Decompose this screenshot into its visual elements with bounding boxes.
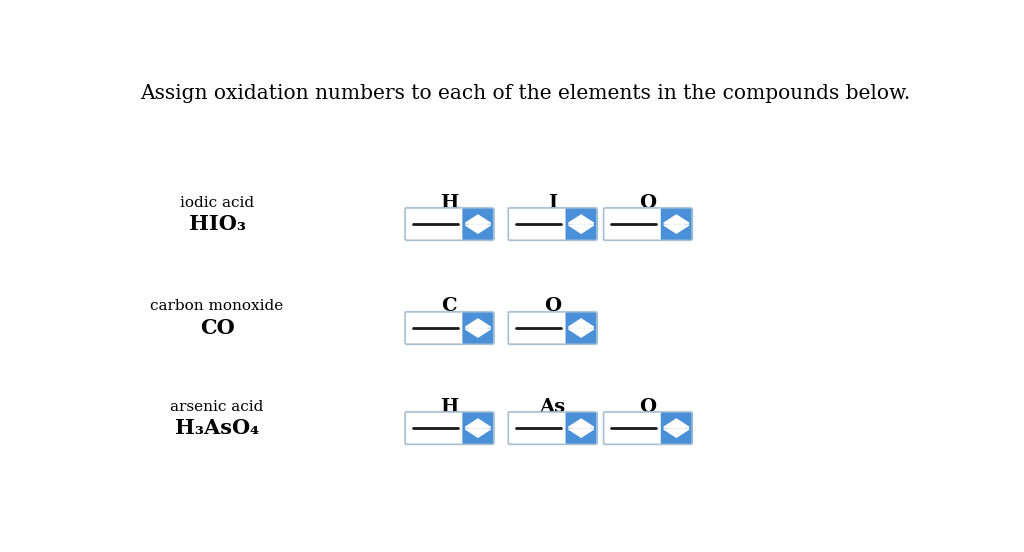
Polygon shape <box>568 215 594 223</box>
Text: As: As <box>540 397 565 416</box>
Polygon shape <box>668 429 685 437</box>
Polygon shape <box>469 429 486 437</box>
FancyBboxPatch shape <box>463 412 495 444</box>
Text: O: O <box>639 397 656 416</box>
Text: H: H <box>440 397 459 416</box>
Text: arsenic acid: arsenic acid <box>170 400 264 413</box>
FancyBboxPatch shape <box>602 207 693 241</box>
FancyBboxPatch shape <box>404 311 495 346</box>
Text: H: H <box>440 194 459 211</box>
Polygon shape <box>572 320 590 327</box>
FancyBboxPatch shape <box>404 411 495 445</box>
Polygon shape <box>568 419 594 427</box>
FancyBboxPatch shape <box>565 208 598 240</box>
FancyBboxPatch shape <box>507 311 598 346</box>
Polygon shape <box>469 420 486 427</box>
FancyBboxPatch shape <box>406 312 466 344</box>
FancyBboxPatch shape <box>508 312 568 344</box>
FancyBboxPatch shape <box>507 411 598 445</box>
Polygon shape <box>572 225 590 232</box>
FancyBboxPatch shape <box>463 312 495 344</box>
Text: Assign oxidation numbers to each of the elements in the compounds below.: Assign oxidation numbers to each of the … <box>139 84 910 103</box>
Polygon shape <box>469 320 486 327</box>
Polygon shape <box>664 225 689 233</box>
Polygon shape <box>664 419 689 427</box>
Text: C: C <box>441 298 458 316</box>
Text: H₃AsO₄: H₃AsO₄ <box>175 418 259 438</box>
Polygon shape <box>465 329 490 337</box>
Polygon shape <box>469 216 486 223</box>
Polygon shape <box>664 215 689 223</box>
Polygon shape <box>469 225 486 232</box>
Polygon shape <box>568 429 594 437</box>
Polygon shape <box>465 225 490 233</box>
Text: iodic acid: iodic acid <box>180 195 254 210</box>
Polygon shape <box>568 319 594 327</box>
Polygon shape <box>668 216 685 223</box>
FancyBboxPatch shape <box>602 411 693 445</box>
FancyBboxPatch shape <box>404 207 495 241</box>
FancyBboxPatch shape <box>603 208 664 240</box>
FancyBboxPatch shape <box>603 412 664 444</box>
Polygon shape <box>465 215 490 223</box>
Text: O: O <box>639 194 656 211</box>
Text: HIO₃: HIO₃ <box>188 214 246 234</box>
FancyBboxPatch shape <box>565 412 598 444</box>
FancyBboxPatch shape <box>406 412 466 444</box>
Polygon shape <box>664 429 689 437</box>
Polygon shape <box>668 225 685 232</box>
Polygon shape <box>572 216 590 223</box>
FancyBboxPatch shape <box>660 412 693 444</box>
Text: O: O <box>544 298 561 316</box>
Text: CO: CO <box>200 318 234 338</box>
Polygon shape <box>572 429 590 437</box>
Polygon shape <box>469 329 486 337</box>
Polygon shape <box>572 420 590 427</box>
FancyBboxPatch shape <box>565 312 598 344</box>
FancyBboxPatch shape <box>508 208 568 240</box>
FancyBboxPatch shape <box>508 412 568 444</box>
Polygon shape <box>572 329 590 337</box>
Polygon shape <box>568 225 594 233</box>
Text: I: I <box>548 194 557 211</box>
FancyBboxPatch shape <box>406 208 466 240</box>
Text: carbon monoxide: carbon monoxide <box>151 300 284 314</box>
Polygon shape <box>465 319 490 327</box>
Polygon shape <box>668 420 685 427</box>
Polygon shape <box>465 429 490 437</box>
Polygon shape <box>465 419 490 427</box>
FancyBboxPatch shape <box>463 208 495 240</box>
FancyBboxPatch shape <box>507 207 598 241</box>
FancyBboxPatch shape <box>660 208 693 240</box>
Polygon shape <box>568 329 594 337</box>
